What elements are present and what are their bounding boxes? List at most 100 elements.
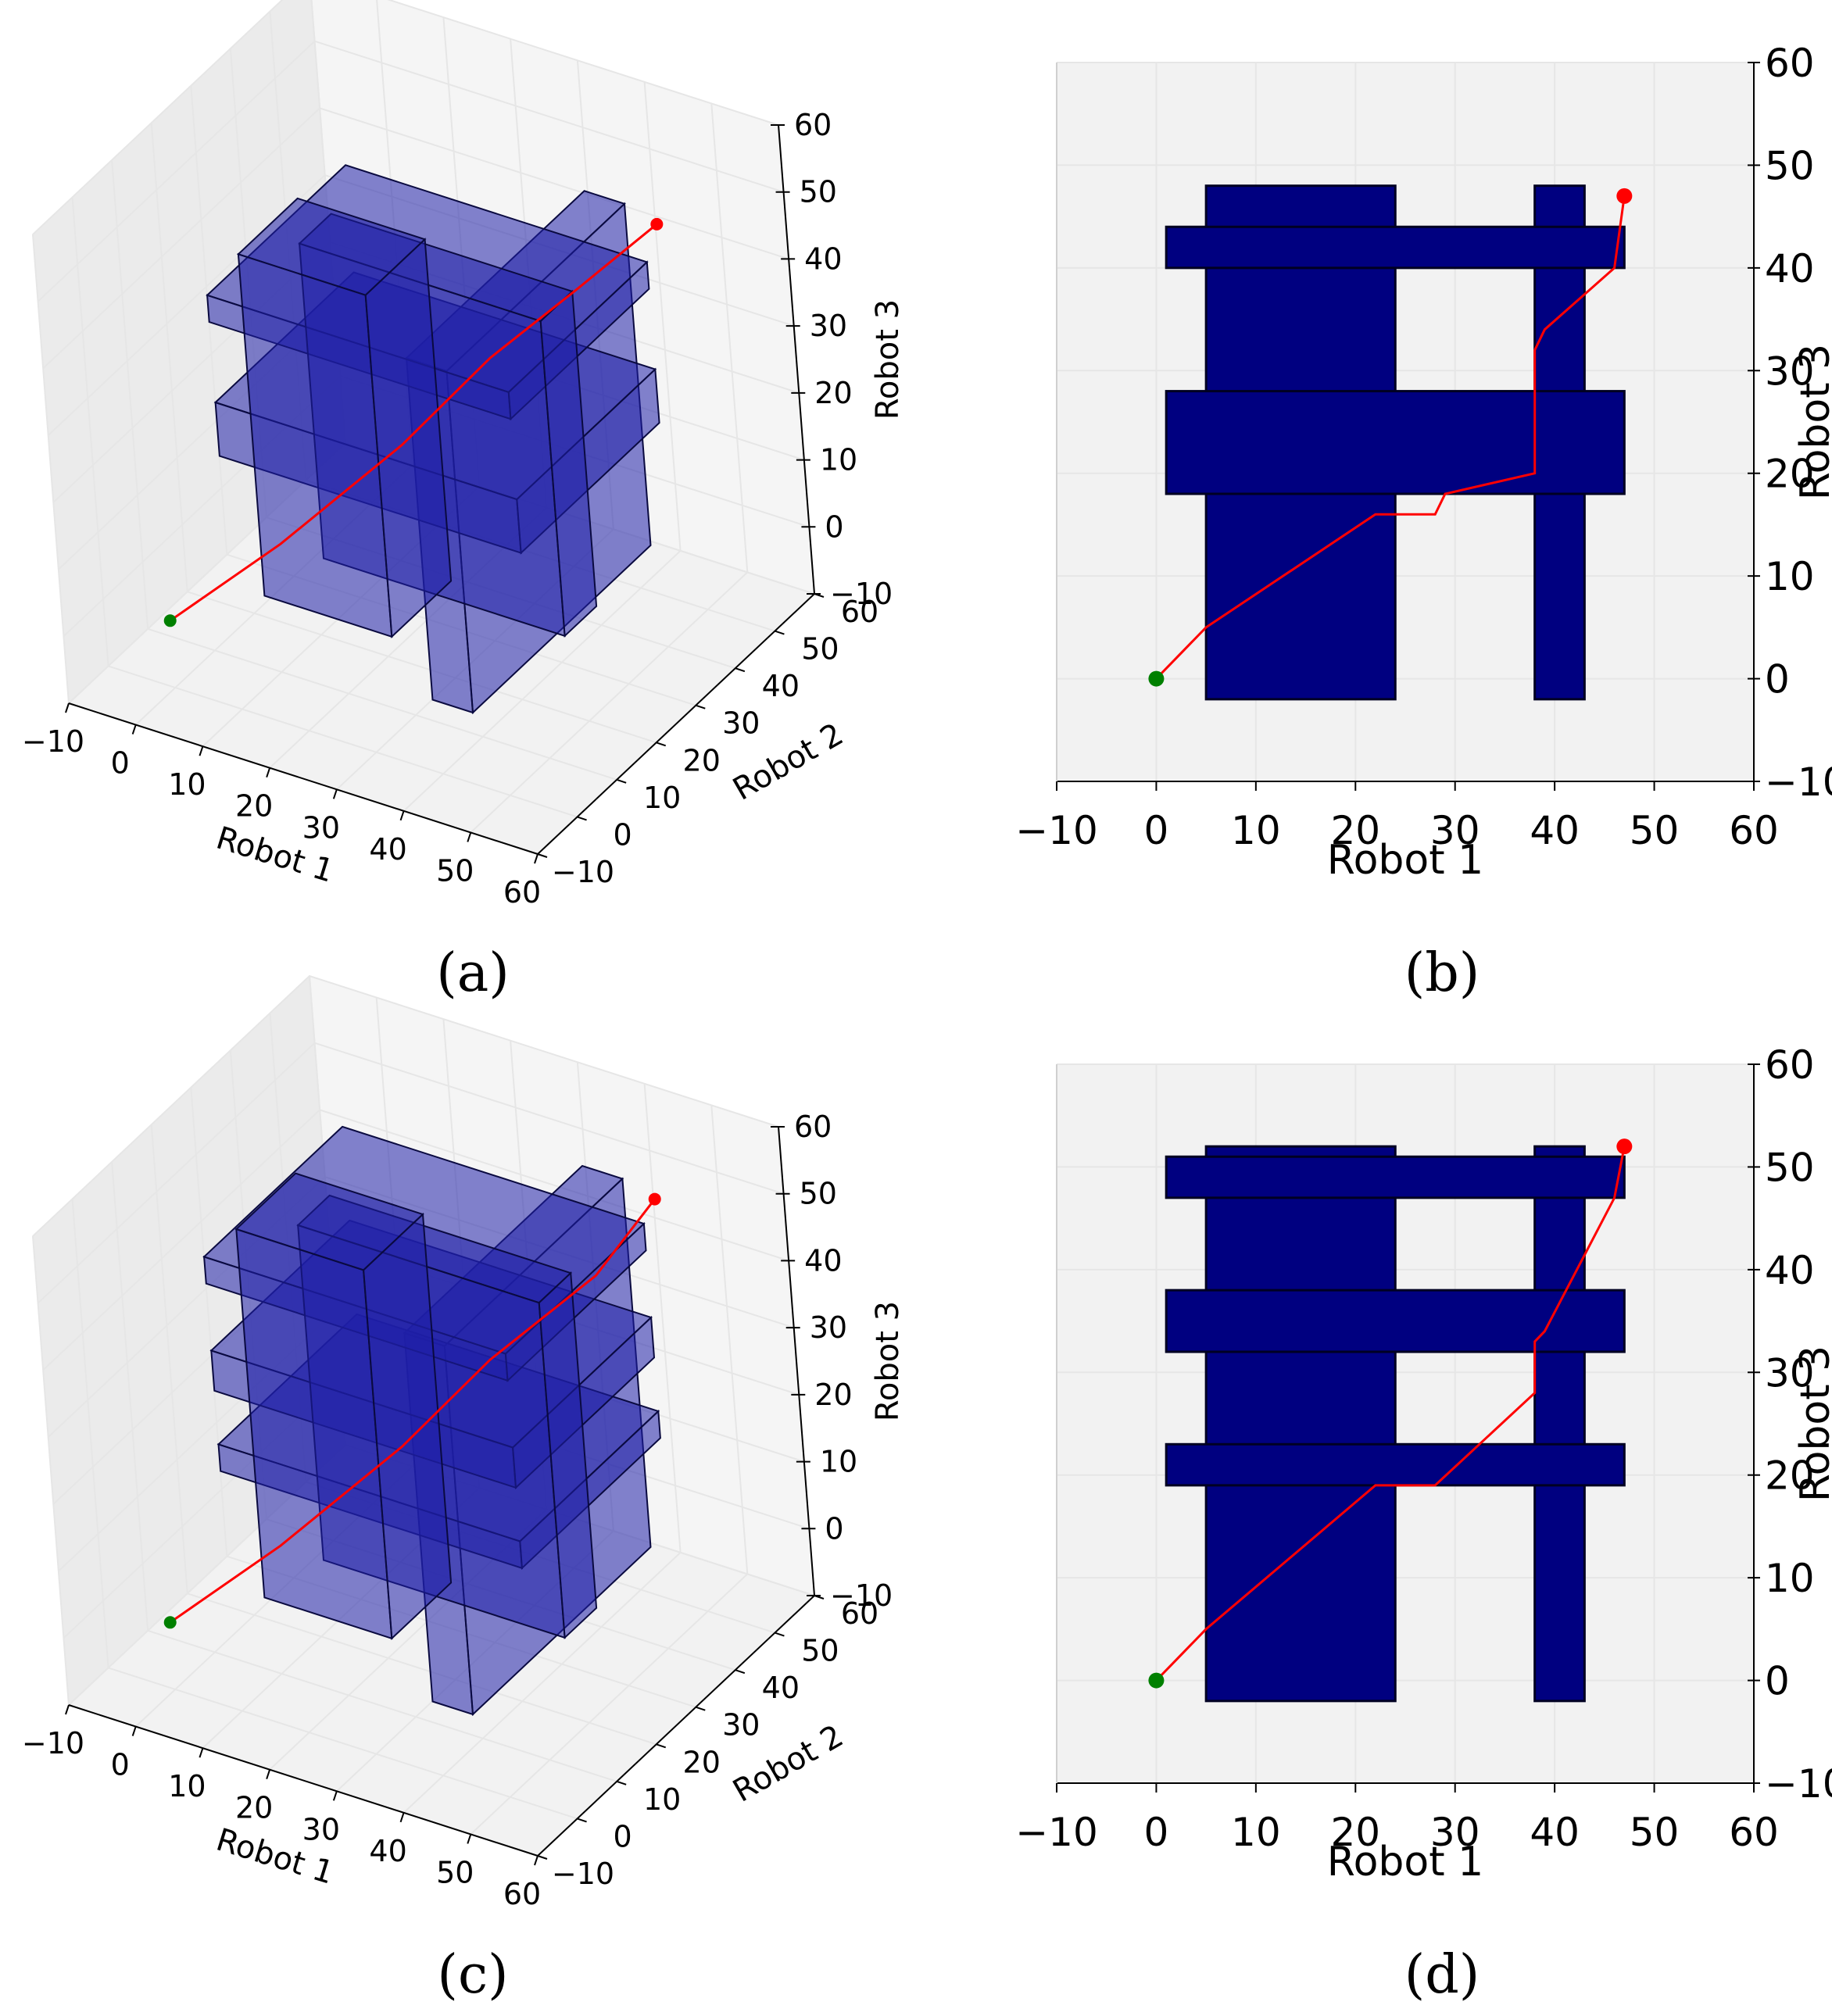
grid-line-y-wall	[71, 197, 109, 667]
x-tick-label: 10	[168, 1769, 206, 1803]
grid-line-y-wall	[111, 1161, 149, 1631]
x-tick	[332, 1790, 338, 1801]
y-axis-label: Robot 3	[1792, 344, 1832, 500]
x-tick-label: 30	[1430, 1810, 1480, 1855]
y-tick-label: 50	[801, 1634, 839, 1668]
z-axis-line	[778, 124, 815, 595]
caption-d: (d)	[1404, 1944, 1480, 2006]
caption-c: (c)	[437, 1944, 508, 2006]
z-tick-label: −10	[830, 577, 893, 611]
x-tick-label: 20	[1330, 1810, 1380, 1855]
z-tick-label: 20	[814, 376, 852, 410]
y-tick	[577, 816, 587, 821]
y-tick	[775, 1632, 785, 1637]
y-tick	[616, 1780, 627, 1785]
x-axis-label: Robot 1	[1327, 837, 1483, 884]
start-point	[163, 1616, 177, 1629]
x-tick-label: 50	[436, 853, 474, 888]
x-tick-label: 50	[1630, 1810, 1680, 1855]
y-tick-label: 40	[1765, 1248, 1815, 1293]
x-tick	[266, 767, 271, 778]
z-tick-label: −10	[830, 1578, 893, 1613]
path-line	[1155, 1146, 1626, 1682]
x-tick-label: −10	[22, 724, 84, 759]
x-tick	[534, 1855, 539, 1866]
y-tick-label: 40	[762, 1671, 800, 1705]
x-tick-label: 20	[235, 789, 273, 824]
y-tick	[577, 1818, 587, 1823]
z-tick-label: 60	[794, 1110, 832, 1144]
y-tick	[537, 1855, 548, 1860]
y-tick-label: −10	[552, 855, 614, 889]
y-tick-label: 50	[1765, 1145, 1815, 1190]
z-tick-label: 50	[800, 175, 837, 209]
y-tick-label: −10	[1765, 1761, 1832, 1807]
y-tick-label: 0	[1765, 1659, 1790, 1704]
grid-line-y	[147, 627, 617, 781]
z-tick-label: 0	[825, 1511, 843, 1546]
x-tick	[266, 1769, 271, 1780]
y-tick	[735, 667, 746, 673]
z-axis-label: Robot 3	[870, 299, 906, 420]
x-tick-label: 10	[1231, 1810, 1281, 1855]
x-tick	[65, 1704, 70, 1715]
z-tick-label: 20	[814, 1378, 852, 1412]
obstacle-block	[1165, 1442, 1626, 1487]
goal-point	[650, 217, 664, 231]
x-tick-label: 60	[503, 875, 541, 910]
y-tick-label: 20	[1765, 452, 1815, 497]
grid-line-z	[32, 0, 779, 235]
y-tick-label: 10	[643, 781, 681, 815]
y-tick-label: 60	[1765, 1042, 1815, 1088]
goal-point	[1616, 1138, 1633, 1155]
x-tick	[131, 1726, 137, 1736]
caption-b: (b)	[1404, 942, 1480, 1004]
y-tick-label: 30	[1765, 1350, 1815, 1396]
x-tick-label: 60	[503, 1877, 541, 1911]
grid-line-z	[32, 974, 779, 1237]
grid-line-y-wall	[150, 123, 188, 592]
y-tick-label: 60	[1765, 41, 1815, 86]
z-tick-label: 0	[825, 509, 843, 544]
y-tick	[735, 1669, 746, 1675]
y-tick	[775, 630, 785, 635]
x-tick-label: −10	[1015, 808, 1098, 853]
y-tick-label: 0	[613, 817, 632, 852]
obstacle-block	[1165, 225, 1626, 270]
y-tick	[616, 778, 627, 784]
x-tick-label: 30	[302, 810, 340, 845]
z-tick-label: 30	[810, 1310, 847, 1345]
path-line	[1155, 195, 1626, 680]
y-tick	[695, 1706, 706, 1711]
x-tick-label: 20	[1330, 808, 1380, 853]
obstacle-block	[1533, 1145, 1586, 1703]
z-axis-label: Robot 3	[870, 1301, 906, 1421]
x-tick-label: 60	[1729, 808, 1779, 853]
grid-line-y-wall	[71, 1199, 109, 1668]
path-line	[169, 1198, 656, 1624]
x-tick	[534, 853, 539, 864]
grid-line-y	[187, 591, 657, 744]
x-tick-label: 40	[369, 832, 406, 867]
z-tick-label: 60	[794, 108, 832, 142]
y-tick-label: 30	[722, 706, 760, 741]
obstacle-block	[1165, 1155, 1626, 1199]
x-tick-label: 20	[235, 1791, 273, 1825]
obstacle-side-face	[538, 1271, 598, 1639]
x-tick	[399, 810, 405, 821]
grid-line-y	[108, 665, 578, 818]
y-tick-label: 10	[643, 1782, 681, 1817]
y-tick-label: 40	[762, 669, 800, 703]
x-tick-label: 40	[1530, 808, 1580, 853]
x-tick-label: 0	[1144, 808, 1169, 853]
z-tick-label: 40	[804, 241, 842, 276]
panel-c: −100102030405060−100102030405060−1001020…	[22, 974, 906, 1911]
y-tick-label: 60	[841, 1596, 878, 1631]
y-tick-label: 0	[1765, 657, 1790, 702]
goal-point	[648, 1192, 661, 1206]
y-tick	[537, 853, 548, 858]
z-tick-label: 10	[820, 1445, 857, 1479]
